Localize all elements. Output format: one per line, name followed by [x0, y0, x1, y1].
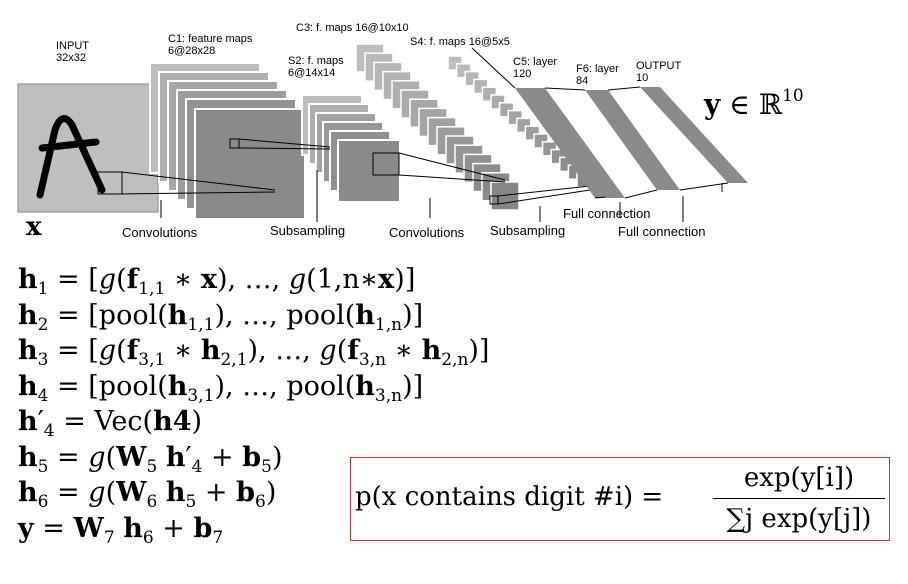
- input-label: INPUT 32x32: [56, 40, 89, 64]
- y-symbol: y: [704, 88, 721, 121]
- output-label: OUTPUT 10: [636, 60, 682, 84]
- c5-layer-band: [515, 88, 625, 198]
- c3-feature-maps: [355, 43, 520, 211]
- probability-formula-box: p(x contains digit #i) = exp(y[i]) ∑j ex…: [350, 457, 890, 541]
- probability-lhs: p(x contains digit #i) =: [355, 482, 664, 512]
- fraction-bar: [713, 498, 885, 499]
- subsample2-projection-lines: [497, 185, 591, 205]
- handwritten-a-glyph: [36, 115, 106, 199]
- s4-label: S4: f. maps 16@5x5: [410, 36, 510, 48]
- c1-label: C1: feature maps 6@28x28: [168, 33, 253, 57]
- output-layer-band: [640, 87, 748, 183]
- stage-label-convolutions-1: Convolutions: [122, 225, 198, 240]
- stage-label-subsampling-2: Subsampling: [490, 223, 566, 238]
- output-y-label: y ∈ ℝ10: [704, 86, 804, 121]
- input-x-label: x: [26, 212, 42, 242]
- lenet-architecture-diagram: [17, 43, 748, 222]
- c3-receptive-field: [489, 195, 499, 205]
- stage-tick-marks: [160, 170, 684, 222]
- subsample1-projection-lines: [238, 138, 331, 150]
- probability-fraction: exp(y[i]) ∑j exp(y[j]): [713, 460, 885, 537]
- stage-label-full-connection-2: Full connection: [618, 224, 706, 239]
- f6-label: F6: layer 84: [576, 63, 619, 87]
- c1-receptive-field: [229, 138, 240, 149]
- equation-y: y = W7 h6 + b7: [18, 512, 224, 548]
- f6-layer-band: [585, 90, 680, 190]
- probability-numerator: exp(y[i]): [743, 463, 855, 493]
- equation-h4-prime: h′4 = Vec(h4): [18, 406, 203, 441]
- input-receptive-field: [97, 171, 123, 195]
- s4-feature-maps: [447, 55, 592, 188]
- c1-feature-maps: [149, 62, 306, 220]
- equation-h3: h3 = [g(f3,1 ∗ h2,1), …, g(f3,n ∗ h2,n)]: [18, 335, 490, 370]
- c3-label: C3: f. maps 16@10x10: [296, 22, 409, 34]
- probability-denominator: ∑j exp(y[j]): [726, 504, 872, 534]
- stage-label-convolutions-2: Convolutions: [389, 225, 465, 240]
- equation-h4: h4 = [pool(h3,1), …, pool(h3,n)]: [18, 370, 424, 406]
- conv1-projection-lines: [121, 171, 276, 195]
- in-reals: ∈ ℝ: [720, 88, 783, 121]
- stage-label-full-connection-1: Full connection: [563, 206, 651, 221]
- y-dimension: 10: [782, 86, 804, 106]
- conv2-projection-lines: [398, 152, 506, 183]
- s2-label: S2: f. maps 6@14x14: [288, 55, 344, 79]
- equation-h6: h6 = g(W6 h5 + b6): [18, 477, 277, 512]
- c5-label: C5: layer 120: [513, 56, 558, 80]
- s2-receptive-field: [372, 152, 400, 176]
- stage-label-subsampling-1: Subsampling: [270, 223, 346, 238]
- equation-h1: h1 = [g(f1,1 ∗ x), …, g(1,n∗x)]: [18, 264, 416, 299]
- equation-h5: h5 = g(W5 h′4 + b5): [18, 441, 283, 477]
- equation-list: h1 = [g(f1,1 ∗ x), …, g(1,n∗x)] h2 = [po…: [18, 262, 489, 546]
- equation-h2: h2 = [pool(h1,1), …, pool(h1,n)]: [18, 299, 424, 335]
- full-connection-lines: [471, 47, 729, 199]
